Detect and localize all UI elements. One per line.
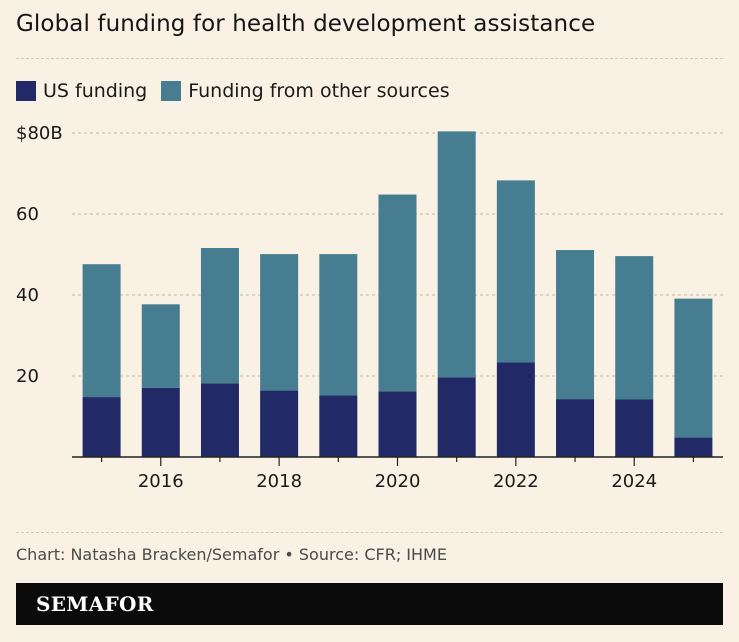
x-tick-label: 2024	[611, 471, 657, 492]
brand-footer: SEMAFOR	[16, 583, 723, 625]
stacked-bar-chart: $80B 60 40 20 2016 2018 2020 2022 2024	[16, 123, 723, 492]
bar-us-funding	[141, 387, 180, 457]
bar-us-funding	[674, 437, 713, 457]
x-tick-label: 2018	[256, 471, 302, 492]
bar-us-funding	[496, 362, 535, 457]
bar-other-sources	[674, 298, 713, 438]
chart-title: Global funding for health development as…	[16, 11, 596, 37]
legend-item-us: US funding	[16, 80, 147, 102]
y-tick-label: 20	[16, 366, 39, 387]
bar-us-funding	[260, 390, 299, 457]
bar-other-sources	[437, 131, 476, 378]
bar-other-sources	[556, 250, 595, 400]
bar-other-sources	[319, 254, 358, 396]
y-tick-label: 40	[16, 285, 39, 306]
footer-divider	[16, 532, 723, 533]
bar-other-sources	[82, 264, 121, 398]
legend-swatch-us	[16, 81, 36, 101]
y-tick-label: $80B	[16, 123, 63, 144]
bar-us-funding	[82, 397, 121, 457]
legend-swatch-other	[161, 81, 182, 101]
bar-other-sources	[378, 194, 417, 392]
legend-label-us: US funding	[43, 80, 148, 102]
bar-us-funding	[319, 395, 358, 457]
legend-label-other: Funding from other sources	[188, 80, 450, 102]
semafor-logo: SEMAFOR	[36, 592, 154, 616]
x-tick-label: 2022	[493, 471, 539, 492]
legend-item-other: Funding from other sources	[161, 80, 450, 102]
bar-other-sources	[496, 180, 535, 363]
chart-credit: Chart: Natasha Bracken/Semafor • Source:…	[16, 545, 447, 564]
bar-us-funding	[556, 399, 595, 457]
y-tick-label: 60	[16, 204, 39, 225]
bar-us-funding	[378, 391, 417, 457]
title-divider	[16, 58, 723, 59]
bar-other-sources	[260, 254, 299, 391]
chart-legend: US funding Funding from other sources	[16, 80, 464, 102]
bar-other-sources	[141, 304, 180, 388]
bar-us-funding	[200, 383, 239, 457]
bar-us-funding	[437, 377, 476, 457]
bar-other-sources	[615, 256, 654, 400]
bar-us-funding	[615, 399, 654, 457]
x-tick-label: 2016	[138, 471, 184, 492]
bar-other-sources	[200, 248, 239, 384]
x-tick-label: 2020	[375, 471, 421, 492]
